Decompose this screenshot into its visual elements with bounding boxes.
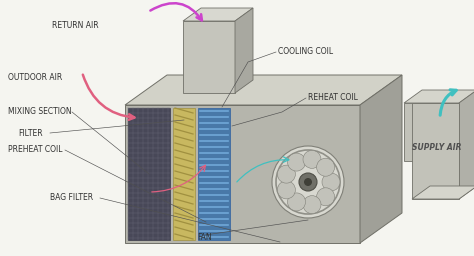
Polygon shape xyxy=(128,108,170,240)
Polygon shape xyxy=(173,108,195,240)
Circle shape xyxy=(272,146,344,218)
Circle shape xyxy=(299,173,317,191)
Text: BAG FILTER: BAG FILTER xyxy=(50,194,93,202)
Text: SUPPLY AIR: SUPPLY AIR xyxy=(412,143,462,152)
Polygon shape xyxy=(198,108,230,240)
Circle shape xyxy=(288,193,306,211)
Polygon shape xyxy=(125,75,402,105)
Circle shape xyxy=(277,181,295,199)
Polygon shape xyxy=(125,105,360,243)
Text: FILTER: FILTER xyxy=(18,129,43,137)
Polygon shape xyxy=(183,21,235,93)
Polygon shape xyxy=(412,186,474,199)
Circle shape xyxy=(317,188,335,206)
Polygon shape xyxy=(404,103,459,161)
Circle shape xyxy=(288,153,306,171)
Text: REHEAT COIL: REHEAT COIL xyxy=(308,93,358,102)
Circle shape xyxy=(317,158,335,176)
Circle shape xyxy=(304,178,312,186)
Text: RETURN AIR: RETURN AIR xyxy=(52,20,99,29)
Text: MIXING SECTION: MIXING SECTION xyxy=(8,108,72,116)
Circle shape xyxy=(322,173,340,191)
Text: OUTDOOR AIR: OUTDOOR AIR xyxy=(8,72,62,81)
Circle shape xyxy=(303,196,321,214)
Polygon shape xyxy=(183,8,253,21)
Polygon shape xyxy=(360,75,402,243)
Polygon shape xyxy=(235,8,253,93)
Text: COOLING COIL: COOLING COIL xyxy=(278,48,333,57)
Polygon shape xyxy=(412,103,459,199)
Text: FAN: FAN xyxy=(198,233,212,242)
Circle shape xyxy=(277,165,295,183)
Polygon shape xyxy=(404,90,474,103)
Polygon shape xyxy=(459,90,474,199)
Text: PREHEAT COIL: PREHEAT COIL xyxy=(8,145,63,155)
Circle shape xyxy=(303,150,321,168)
